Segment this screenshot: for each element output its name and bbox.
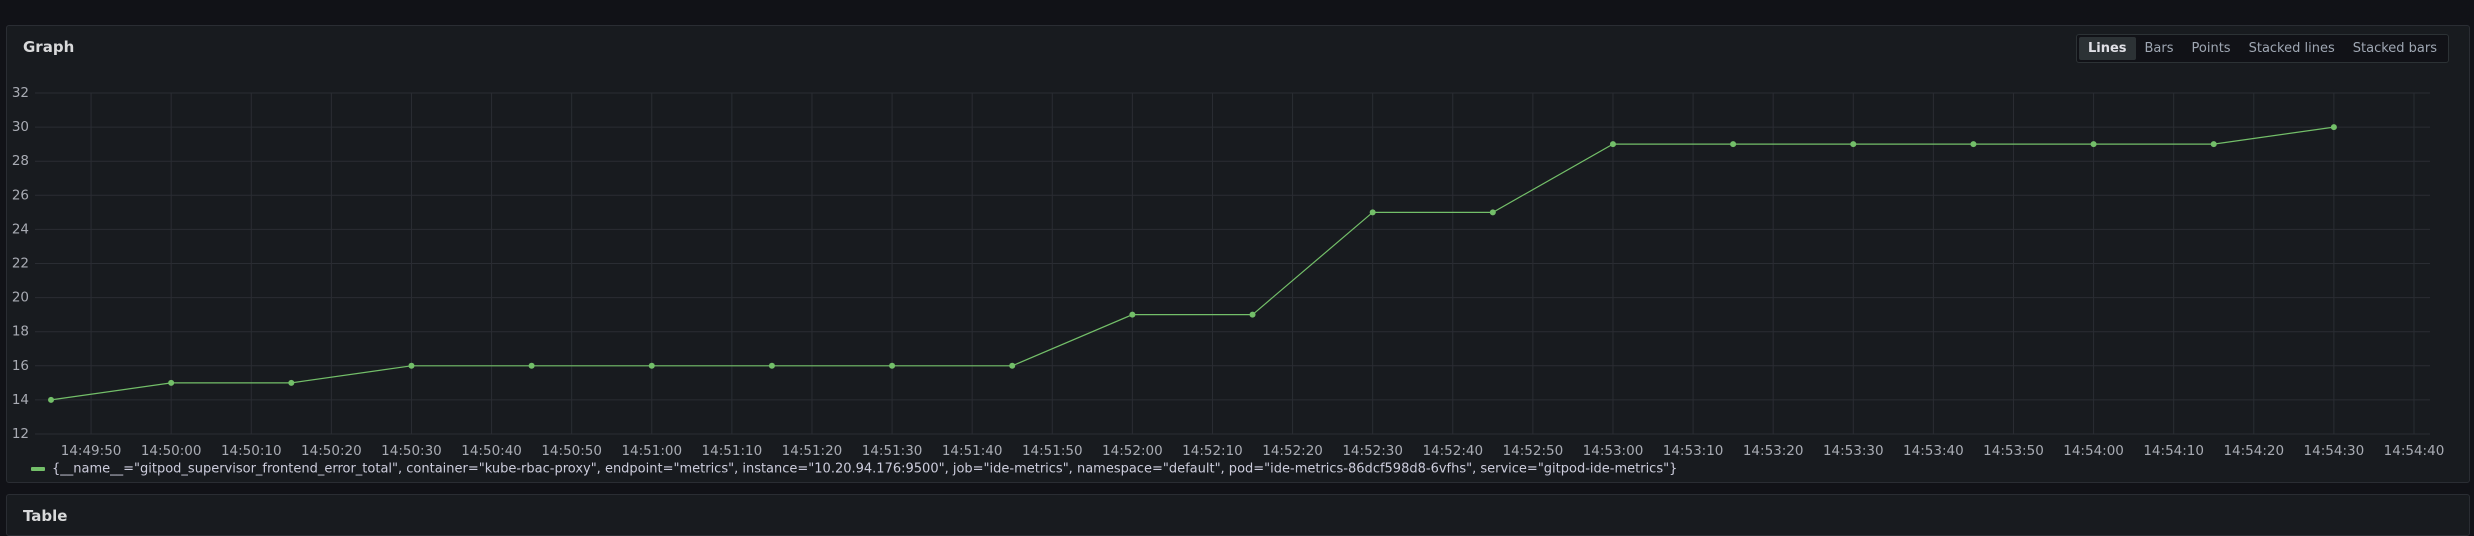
y-tick-label: 26 xyxy=(12,187,29,203)
view-button[interactable]: Stacked bars xyxy=(2352,41,2437,56)
data-point xyxy=(2090,141,2097,148)
chart: 12 14 16 18 20 22 24 26 28 30 32 14:49:50 14:50:00 14… xyxy=(12,85,2445,477)
data-point xyxy=(528,362,535,369)
x-tick-label: 14:50:00 xyxy=(141,443,202,459)
view-button[interactable]: Lines xyxy=(2078,37,2136,60)
view-toggle: Lines Bars Points Stacked lines Stacked bars xyxy=(2075,34,2449,63)
table-panel: Table xyxy=(6,494,2470,536)
data-point xyxy=(1850,141,1857,148)
x-tick-label: 14:50:30 xyxy=(381,443,442,459)
data-point xyxy=(408,362,415,369)
data-point xyxy=(48,396,55,403)
x-tick-label: 14:52:10 xyxy=(1182,443,1243,459)
data-point xyxy=(1970,141,1977,148)
x-tick-label: 14:52:00 xyxy=(1102,443,1163,459)
graph-panel: Graph Lines Bars Points Stacked lines Stacke… xyxy=(6,25,2470,483)
y-tick-label: 30 xyxy=(12,119,29,135)
x-tick-label: 14:49:50 xyxy=(61,443,122,459)
y-tick-label: 24 xyxy=(12,221,29,237)
y-tick-label: 20 xyxy=(12,290,29,306)
x-tick-label: 14:50:20 xyxy=(301,443,362,459)
x-tick-label: 14:53:40 xyxy=(1903,443,1964,459)
view-button[interactable]: Stacked lines xyxy=(2248,41,2335,56)
x-tick-label: 14:51:30 xyxy=(862,443,923,459)
data-point xyxy=(2330,124,2337,131)
x-tick-label: 14:51:10 xyxy=(702,443,763,459)
x-tick-label: 14:50:10 xyxy=(221,443,282,459)
x-tick-label: 14:51:50 xyxy=(1022,443,1083,459)
x-tick-label: 14:50:40 xyxy=(461,443,522,459)
x-tick-label: 14:51:20 xyxy=(782,443,843,459)
x-tick-label: 14:52:40 xyxy=(1422,443,1483,459)
legend-label[interactable]: {__name__="gitpod_supervisor_frontend_er… xyxy=(52,462,1677,477)
y-tick-label: 16 xyxy=(12,358,29,374)
view-button[interactable]: Points xyxy=(2191,41,2231,56)
x-tick-label: 14:52:50 xyxy=(1503,443,1564,459)
data-point xyxy=(648,362,655,369)
x-tick-label: 14:54:40 xyxy=(2384,443,2445,459)
data-point xyxy=(2210,141,2217,148)
x-tick-label: 14:51:40 xyxy=(942,443,1003,459)
x-tick-label: 14:53:10 xyxy=(1663,443,1724,459)
panel-title: Table xyxy=(23,507,68,525)
x-tick-label: 14:53:50 xyxy=(1983,443,2044,459)
data-point xyxy=(1129,311,1136,318)
view-button[interactable]: Bars xyxy=(2144,41,2174,56)
x-tick-label: 14:53:30 xyxy=(1823,443,1884,459)
data-point xyxy=(288,379,295,386)
data-point xyxy=(1369,209,1376,216)
x-tick-label: 14:52:30 xyxy=(1342,443,1403,459)
legend-swatch xyxy=(31,467,45,471)
page: Graph Lines Bars Points Stacked lines Stacke… xyxy=(6,25,2470,536)
x-tick-label: 14:53:00 xyxy=(1583,443,1644,459)
x-tick-label: 14:54:10 xyxy=(2143,443,2204,459)
data-point xyxy=(1730,141,1737,148)
data-point xyxy=(1009,362,1016,369)
x-tick-label: 14:54:30 xyxy=(2304,443,2365,459)
panel-title: Graph xyxy=(23,38,75,56)
y-tick-label: 28 xyxy=(12,153,29,169)
x-tick-label: 14:54:20 xyxy=(2223,443,2284,459)
x-tick-label: 14:54:00 xyxy=(2063,443,2124,459)
y-tick-label: 22 xyxy=(12,256,29,272)
y-tick-label: 12 xyxy=(12,426,29,442)
x-tick-label: 14:50:50 xyxy=(541,443,602,459)
data-point xyxy=(1489,209,1496,216)
x-tick-label: 14:51:00 xyxy=(621,443,682,459)
y-tick-label: 32 xyxy=(12,85,29,101)
x-tick-label: 14:52:20 xyxy=(1262,443,1323,459)
series-line xyxy=(50,126,2334,401)
data-point xyxy=(889,362,896,369)
data-point xyxy=(1609,141,1616,148)
y-tick-label: 18 xyxy=(12,324,29,340)
x-tick-label: 14:53:20 xyxy=(1743,443,1804,459)
data-point xyxy=(168,379,175,386)
data-point xyxy=(768,362,775,369)
y-tick-label: 14 xyxy=(12,392,29,408)
data-point xyxy=(1249,311,1256,318)
